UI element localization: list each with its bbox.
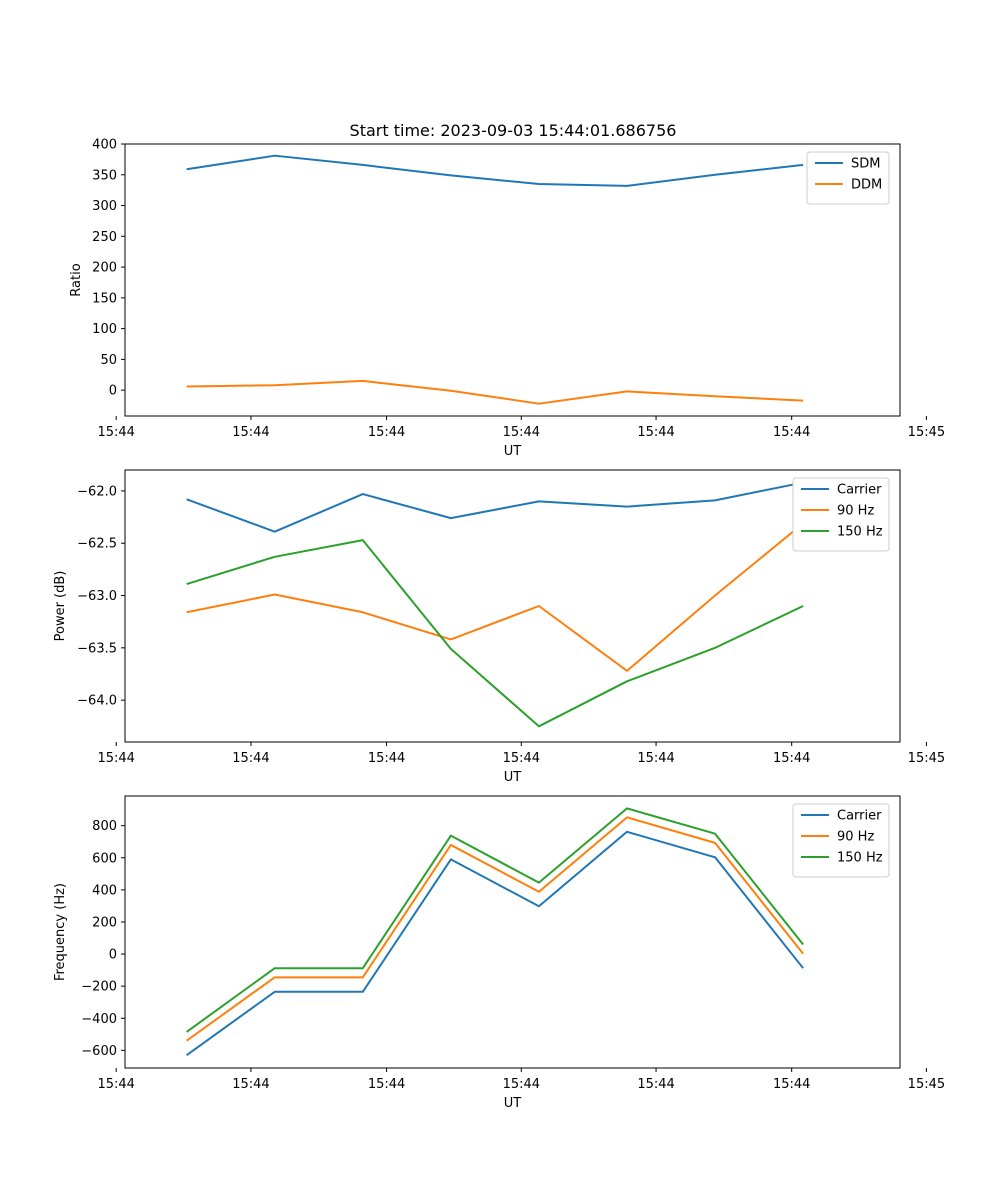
ratio-series-sdm-line — [186, 154, 804, 187]
frequency-y-tick-label: 200 — [92, 915, 117, 930]
frequency-legend-label-150-hz: 150 Hz — [837, 851, 883, 866]
ratio-y-tick-label: 250 — [92, 230, 117, 245]
frequency-x-tick-label: 15:44 — [637, 1077, 674, 1092]
ratio-y-tick-label: 100 — [92, 322, 117, 337]
power-x-tick-label: 15:45 — [908, 751, 945, 766]
power-y-tick-label: −63.0 — [77, 589, 117, 604]
frequency-axes-frame — [124, 795, 901, 1069]
ratio-x-tick-label: 15:44 — [503, 425, 540, 440]
frequency-y-axis-label: Frequency (Hz) — [53, 883, 68, 981]
ratio-y-tick-label: 400 — [92, 138, 117, 153]
chart-title: Start time: 2023-09-03 15:44:01.686756 — [350, 121, 677, 140]
power-series-150-hz-line — [186, 539, 804, 728]
ratio-legend-label-sdm: SDM — [851, 157, 880, 172]
frequency-x-tick-label: 15:44 — [773, 1077, 810, 1092]
power-series-carrier-line — [186, 481, 804, 533]
power-legend-box — [792, 477, 890, 552]
ratio-y-axis-label: Ratio — [69, 263, 84, 296]
power-x-tick-label: 15:44 — [368, 751, 405, 766]
ratio-x-tick-label: 15:44 — [97, 425, 134, 440]
power-legend-label-carrier: Carrier — [837, 483, 882, 498]
frequency-y-tick-label: −200 — [81, 980, 117, 995]
power-legend: Carrier 90 Hz 150 Hz — [792, 477, 890, 552]
power-y-axis-label: Power (dB) — [53, 571, 68, 642]
power-x-axis-label: UT — [504, 770, 522, 785]
ratio-x-tick-label: 15:44 — [368, 425, 405, 440]
frequency-x-axis-label: UT — [504, 1096, 522, 1111]
power-panel: −64.0 −63.5 −63.0 −62.5 −62.0 15:44 15:44 15:44… — [53, 469, 945, 785]
frequency-y-tick-label: 800 — [92, 819, 117, 834]
frequency-y-tick-label: 0 — [109, 948, 117, 963]
frequency-y-tick-label: 400 — [92, 883, 117, 898]
frequency-series-150-hz-line — [186, 807, 804, 1033]
ratio-y-tick-label: 200 — [92, 261, 117, 276]
ratio-panel: 0 50 100 150 200 250 300 350 400 15:44 15:44 15:44 1… — [69, 138, 945, 460]
frequency-x-tick-label: 15:44 — [232, 1077, 269, 1092]
power-y-tick-label: −62.5 — [77, 537, 117, 552]
power-x-tick-label: 15:44 — [637, 751, 674, 766]
frequency-legend: Carrier 90 Hz 150 Hz — [792, 803, 890, 878]
ratio-legend: SDM DDM — [806, 151, 890, 205]
frequency-legend-box — [792, 803, 890, 878]
frequency-legend-label-90-hz: 90 Hz — [837, 830, 874, 845]
frequency-x-tick-label: 15:44 — [503, 1077, 540, 1092]
ratio-x-axis-label: UT — [504, 444, 522, 459]
frequency-y-tick-label: −600 — [81, 1044, 117, 1059]
power-x-tick-label: 15:44 — [232, 751, 269, 766]
frequency-legend-label-carrier: Carrier — [837, 809, 882, 824]
power-x-tick-label: 15:44 — [503, 751, 540, 766]
ratio-axes-frame — [124, 143, 901, 417]
ratio-y-tick-label: 0 — [109, 384, 117, 399]
ratio-y-tick-label: 300 — [92, 199, 117, 214]
frequency-x-tick-label: 15:44 — [97, 1077, 134, 1092]
frequency-x-tick-label: 15:44 — [368, 1077, 405, 1092]
ratio-x-tick-label: 15:44 — [637, 425, 674, 440]
frequency-x-tick-label: 15:45 — [908, 1077, 945, 1092]
power-y-tick-label: −62.0 — [77, 484, 117, 499]
power-y-tick-label: −63.5 — [77, 641, 117, 656]
ratio-y-tick-label: 150 — [92, 291, 117, 306]
frequency-panel: −600 −400 −200 0 200 400 600 800 15:44 15:44 15:44… — [53, 795, 945, 1111]
power-axes-frame — [124, 469, 901, 743]
frequency-y-tick-label: 600 — [92, 851, 117, 866]
ratio-legend-box — [806, 151, 890, 205]
ratio-x-tick-label: 15:44 — [232, 425, 269, 440]
frequency-y-tick-label: −400 — [81, 1012, 117, 1027]
frequency-series-90-hz-line — [186, 816, 804, 1042]
ratio-x-tick-label: 15:45 — [908, 425, 945, 440]
power-legend-label-150-hz: 150 Hz — [837, 525, 883, 540]
frequency-series-carrier-line — [186, 830, 804, 1056]
ratio-y-tick-label: 350 — [92, 168, 117, 183]
power-legend-label-90-hz: 90 Hz — [837, 504, 874, 519]
power-series-90-hz-line — [186, 522, 804, 672]
power-y-tick-label: −64.0 — [77, 694, 117, 709]
ratio-x-tick-label: 15:44 — [773, 425, 810, 440]
ratio-series-ddm-line — [186, 379, 804, 405]
ratio-legend-label-ddm: DDM — [851, 178, 882, 193]
ratio-y-tick-label: 50 — [100, 353, 117, 368]
power-x-tick-label: 15:44 — [97, 751, 134, 766]
power-x-tick-label: 15:44 — [773, 751, 810, 766]
